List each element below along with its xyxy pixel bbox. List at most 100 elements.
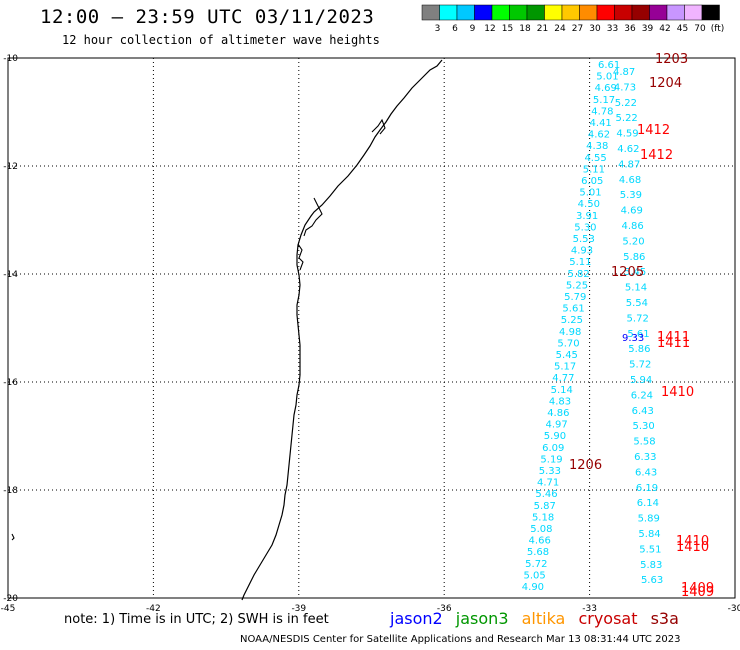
wave-height-label: 5.89 xyxy=(638,514,660,525)
wave-height-label: 3.91 xyxy=(576,211,598,222)
wave-height-label: 5.90 xyxy=(544,431,566,442)
wave-height-label: 4.38 xyxy=(586,141,608,152)
wave-height-label: 5.11 xyxy=(583,164,605,175)
satellite-cryosat: cryosat xyxy=(578,609,638,628)
wave-height-label: 4.71 xyxy=(537,478,559,489)
colorbar-swatch xyxy=(474,4,493,21)
colorbar-tick-label: 70 xyxy=(694,24,706,34)
time-label: 1411 xyxy=(657,336,690,351)
wave-height-label: 4.41 xyxy=(590,118,612,129)
colorbar-swatch xyxy=(491,4,510,21)
longitude-label: -39 xyxy=(291,604,306,614)
colorbar-tick-label: 15 xyxy=(502,24,513,34)
wave-height-label: 4.55 xyxy=(584,153,606,164)
colorbar-swatch xyxy=(421,4,440,21)
wave-height-label: 4.77 xyxy=(552,373,574,384)
wave-height-label: 4.73 xyxy=(614,82,636,93)
wave-height-label: 6.24 xyxy=(631,390,653,401)
wave-height-label: 4.90 xyxy=(522,582,544,593)
colorbar-swatch xyxy=(596,4,615,21)
wave-height-label: 5.45 xyxy=(556,350,578,361)
wave-height-label: 5.61 xyxy=(562,304,584,315)
wave-height-label: 6.61 xyxy=(598,60,620,71)
time-label: 1204 xyxy=(649,76,682,91)
wave-height-label: 4.93 xyxy=(571,246,593,257)
longitude-label: -36 xyxy=(437,604,452,614)
wave-height-label: 4.68 xyxy=(619,175,641,186)
colorbar-swatch xyxy=(544,4,563,21)
time-label: 1205 xyxy=(611,265,644,280)
colorbar-tick-label: 36 xyxy=(624,24,636,34)
wave-height-label: 4.86 xyxy=(621,221,643,232)
wave-height-label: 4.69 xyxy=(595,83,617,94)
wave-height-label: 4.83 xyxy=(549,396,571,407)
colorbar-swatch xyxy=(561,4,580,21)
wave-height-label: 6.09 xyxy=(542,443,564,454)
wave-height-label: 5.17 xyxy=(593,95,615,106)
wave-height-label: 5.25 xyxy=(566,280,588,291)
wave-height-label: 6.14 xyxy=(637,498,659,509)
wave-height-label: 5.72 xyxy=(629,360,651,371)
colorbar-swatch xyxy=(509,4,528,21)
wave-height-label: 5.72 xyxy=(525,559,547,570)
colorbar-tick-label: 12 xyxy=(484,24,495,34)
colorbar-tick-label: 21 xyxy=(537,24,548,34)
wave-height-label: 5.87 xyxy=(534,501,556,512)
wave-height-label: 4.59 xyxy=(616,129,638,140)
wave-height-label: 5.11 xyxy=(569,257,591,268)
time-label: 1410 xyxy=(676,534,709,549)
colorbar-tick-label: (ft) xyxy=(711,24,725,34)
time-label: 1203 xyxy=(655,52,688,67)
wave-height-label: 5.46 xyxy=(535,489,557,500)
longitude-label: -42 xyxy=(146,604,161,614)
latitude-label: -16 xyxy=(3,378,18,388)
colorbar-swatch xyxy=(579,4,598,21)
wave-height-label: 5.05 xyxy=(523,570,545,581)
wave-height-label: 6.33 xyxy=(634,452,656,463)
satellite-legend: jason2 jason3 altika cryosat s3a xyxy=(390,609,687,628)
wave-height-label: 4.87 xyxy=(613,67,635,78)
wave-height-label: 5.45 xyxy=(624,267,646,278)
longitude-label: -45 xyxy=(1,604,16,614)
colorbar-swatch xyxy=(614,4,633,21)
colorbar-swatch xyxy=(666,4,685,21)
colorbar-tick-label: 39 xyxy=(642,24,654,34)
wave-height-label: 5.18 xyxy=(532,512,554,523)
satellite-altika: altika xyxy=(521,609,566,628)
wave-height-label: 5.22 xyxy=(615,98,637,109)
time-label: 1410 xyxy=(676,540,709,555)
map-frame xyxy=(7,57,736,599)
wave-height-label: 5.14 xyxy=(551,385,573,396)
colorbar-tick-label: 33 xyxy=(607,24,618,34)
latitude-label: -12 xyxy=(3,162,18,172)
colorbar-swatch xyxy=(456,4,475,21)
wave-height-label: 5.54 xyxy=(626,298,648,309)
colorbar-tick-label: 42 xyxy=(659,24,670,34)
observation-labels: 6.615.014.695.174.784.414.624.384.555.11… xyxy=(522,52,714,600)
colorbar-tick-label: 18 xyxy=(519,24,531,34)
wave-height-label: 5.63 xyxy=(641,575,663,586)
wave-height-label: 4.98 xyxy=(559,327,581,338)
colorbar-tick-label: 6 xyxy=(452,24,458,34)
wave-height-label: 5.84 xyxy=(638,529,660,540)
wave-height-label: 6.43 xyxy=(632,406,654,417)
satellite-jason3: jason3 xyxy=(455,609,509,628)
latitude-label: -20 xyxy=(3,594,18,604)
wave-height-label: 4.62 xyxy=(617,144,639,155)
wave-height-label: 5.82 xyxy=(568,269,590,280)
wave-height-label: 5.79 xyxy=(564,292,586,303)
latitude-label: -18 xyxy=(3,486,18,496)
wave-height-label: 5.61 xyxy=(627,329,649,340)
coastline-detail xyxy=(11,118,386,541)
wave-height-label: 4.50 xyxy=(578,199,600,210)
latitude-label: -10 xyxy=(3,54,18,64)
wave-height-label: 4.86 xyxy=(547,408,569,419)
colorbar-tick-label: 27 xyxy=(572,24,583,34)
wave-height-label: 5.19 xyxy=(540,454,562,465)
wave-height-label: 5.25 xyxy=(561,315,583,326)
longitude-label: -33 xyxy=(582,604,597,614)
wave-height-label: 5.17 xyxy=(554,362,576,373)
colorbar-tick-label: 30 xyxy=(589,24,601,34)
footer-note: note: 1) Time is in UTC; 2) SWH is in fe… xyxy=(64,612,329,627)
